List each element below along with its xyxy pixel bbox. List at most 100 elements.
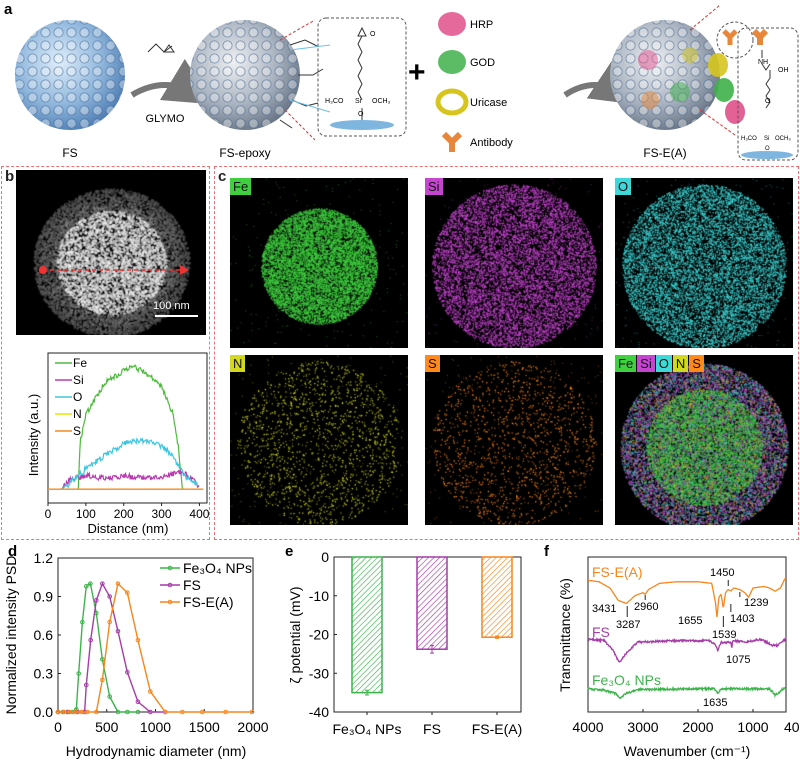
- eds-map-label-si: Si: [425, 178, 443, 195]
- peak-annotation: 1635: [703, 697, 727, 709]
- eds-map-label-n: N: [230, 355, 246, 372]
- x-tick-label: 1000: [737, 719, 768, 735]
- scale-bar-label: 100 nm: [153, 300, 190, 312]
- overlay-label-s: S: [689, 355, 704, 372]
- data-point: [180, 709, 185, 715]
- legend-label: Fe₃O₄ NPs: [183, 560, 252, 576]
- eds-map-label-o: O: [615, 178, 632, 195]
- eds-map-n: [230, 355, 408, 525]
- bar-0: [351, 556, 383, 694]
- legend-marker: [167, 582, 173, 588]
- spectrum-1: [587, 636, 787, 663]
- data-point: [79, 709, 84, 715]
- overlay-label-o: O: [655, 355, 672, 372]
- panel-label-d: d: [8, 543, 17, 560]
- hrp-icon: [438, 12, 466, 36]
- peak-annotation: 1075: [726, 654, 750, 666]
- x-tick-label: 400: [189, 507, 209, 521]
- y-tick-label: -30: [309, 665, 329, 681]
- category-label: Fe₃O₄ NPs: [333, 721, 402, 737]
- data-point: [83, 583, 89, 589]
- peak-annotation: 1539: [712, 629, 736, 641]
- category-label: FS-E(A): [472, 721, 523, 737]
- peak-annotation: 3287: [616, 619, 640, 631]
- eds-map-o: [615, 178, 793, 348]
- biomolecule-legend: HRP GOD Uricase Antibody: [435, 12, 513, 152]
- eds-map-label-fe: Fe: [230, 178, 252, 195]
- y-tick-label: 0.6: [34, 627, 54, 643]
- category-label: FS: [423, 721, 441, 737]
- legend-label: N: [73, 407, 82, 421]
- chart-e: e 0 -10 -20 -30 -40 ζ potential (mV) Fe₃O₄ NPs F…: [285, 543, 523, 737]
- data-point: [125, 590, 130, 595]
- atom-label: O: [358, 111, 364, 118]
- data-point: [249, 709, 255, 715]
- data-point: [100, 657, 105, 662]
- series-o: [60, 437, 200, 490]
- legend-antibody: Antibody: [470, 137, 513, 149]
- atom-label: OCH₃: [775, 136, 791, 142]
- peak-annotation: 1403: [730, 613, 754, 625]
- panel-label-e: e: [285, 543, 293, 560]
- overlay-label-n: N: [672, 355, 689, 372]
- x-tick-label: 2000: [682, 719, 713, 735]
- fs-epoxy-sphere: [190, 19, 331, 141]
- x-tick-label: 0: [45, 507, 52, 521]
- legend-label: S: [73, 424, 81, 438]
- data-point: [162, 709, 168, 715]
- x-tick-label: 100: [76, 507, 96, 521]
- data-point: [115, 628, 121, 634]
- data-point: [107, 694, 112, 699]
- panel-label-c: c: [218, 168, 227, 185]
- fs-sphere: [15, 20, 125, 130]
- y-tick-label: 0.0: [34, 704, 54, 720]
- reaction-arrow-1: [130, 58, 214, 105]
- eds-map-s: [425, 355, 603, 525]
- series-label: FS-E(A): [592, 564, 643, 580]
- data-point: [107, 619, 112, 625]
- label-fs: FS: [62, 146, 77, 160]
- legend-hrp: HRP: [470, 19, 493, 31]
- atom-label: O: [765, 146, 770, 152]
- bar-2: [481, 556, 513, 638]
- chart-d: d 0 500 1000 1500 2000 0.0 0.3 0.6 0.9 1.2 Hydrodyn…: [3, 543, 269, 759]
- legend-uricase: Uricase: [470, 97, 507, 109]
- data-point: [94, 598, 99, 603]
- data-point: [73, 709, 78, 715]
- line-profile-chart: 0 100 200 300 400 Distance (nm) Intensity (a.u…: [26, 352, 210, 536]
- data-point: [55, 709, 61, 715]
- atom-label: H₃CO: [325, 98, 344, 105]
- data-point: [61, 709, 67, 715]
- series-label: FS: [592, 624, 610, 640]
- atom-label: OH: [778, 67, 789, 74]
- peak-annotation: 1239: [744, 597, 768, 609]
- series-si: [60, 469, 200, 490]
- data-point: [88, 581, 93, 586]
- data-point: [107, 594, 112, 599]
- x-axis-label: Hydrodynamic diameter (nm): [66, 743, 247, 759]
- y-tick-label: 0.3: [34, 666, 54, 682]
- data-point: [84, 709, 90, 715]
- panel-label-b: b: [5, 168, 15, 185]
- peak-annotation: 2960: [634, 601, 658, 613]
- data-point: [88, 637, 93, 643]
- eds-map-fe: [230, 178, 408, 348]
- data-point: [115, 581, 121, 586]
- data-point: [125, 669, 130, 675]
- data-point: [148, 709, 153, 715]
- x-tick-label: 400: [784, 719, 800, 735]
- line-end-arrow-icon: [180, 265, 189, 275]
- plot-frame: [47, 352, 208, 504]
- peak-annotation: 3431: [592, 603, 616, 615]
- epoxy-structure-diagram: [317, 17, 407, 137]
- overlay-label-si: Si: [637, 355, 655, 372]
- panel-b-frame: [1, 166, 210, 540]
- data-point: [76, 671, 81, 676]
- legend-god: GOD: [470, 57, 495, 69]
- data-point: [67, 709, 72, 715]
- x-axis-label: Wavenumber (cm⁻¹): [624, 743, 751, 759]
- x-tick-label: 500: [95, 719, 119, 735]
- legend-label: Si: [73, 373, 84, 387]
- x-axis-label: Distance (nm): [88, 521, 169, 536]
